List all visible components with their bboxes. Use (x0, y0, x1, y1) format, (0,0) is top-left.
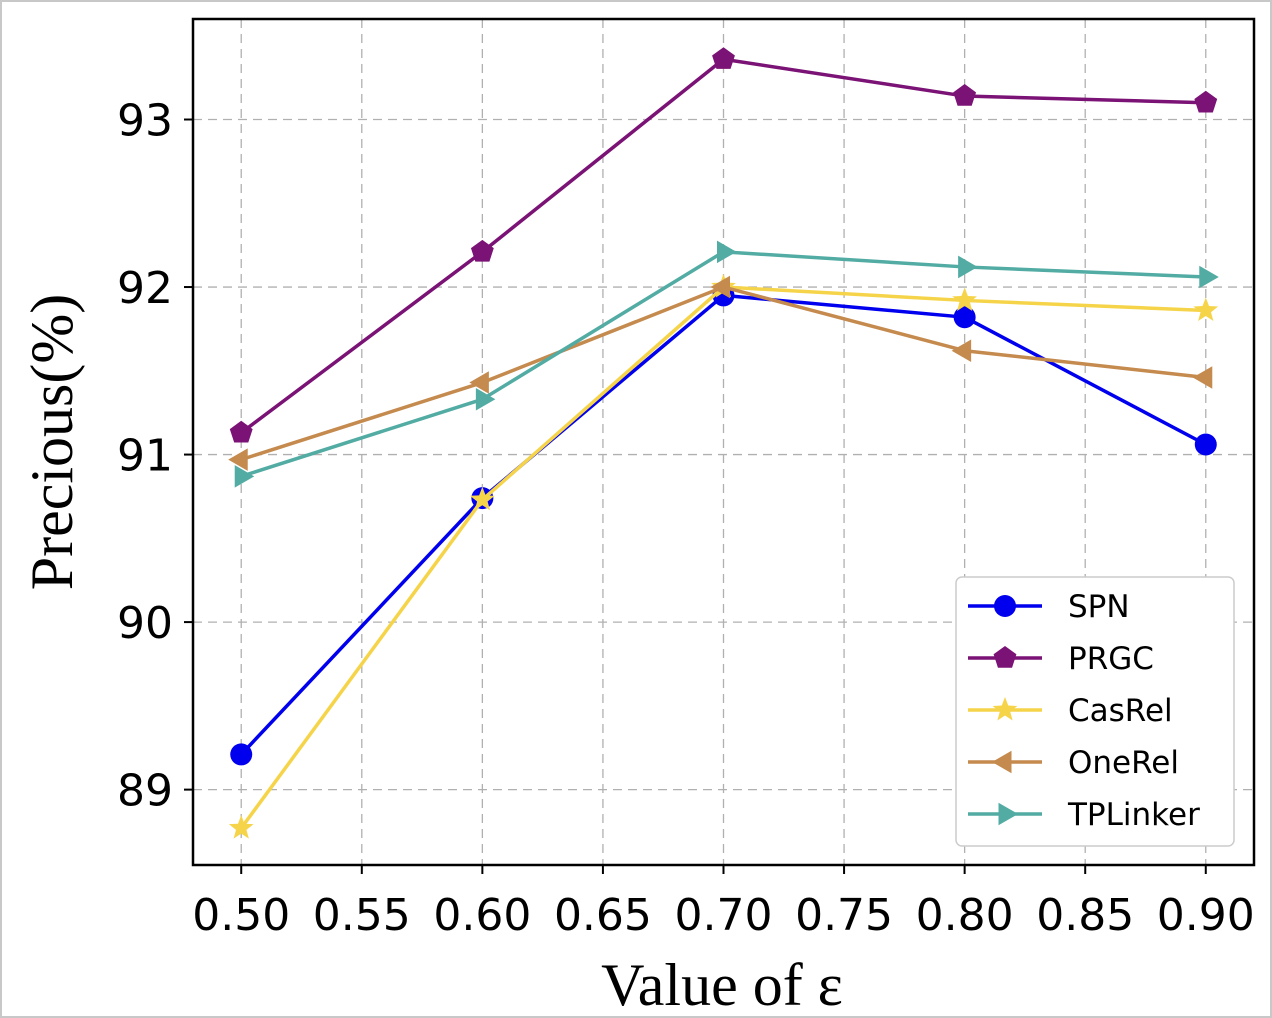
data-point-prgc (229, 420, 253, 443)
data-point-onerel (228, 448, 248, 471)
data-point-casrel (228, 815, 254, 839)
axis-ticks: 0.50 0.55 0.60 0.65 0.70 0.75 0.80 0.85 0.90 89 90… (117, 96, 1255, 941)
x-tick-label: 0.90 (1157, 890, 1255, 941)
y-tick-label: 93 (117, 96, 173, 147)
data-point-spn (1194, 433, 1217, 456)
data-point-tplinker (475, 388, 496, 411)
x-tick-label: 0.50 (192, 890, 290, 941)
legend-label-onerel: OneRel (1068, 745, 1179, 781)
legend: SPN PRGC CasRel OneRel TPLinker (955, 576, 1235, 847)
y-tick-label: 92 (117, 263, 173, 314)
x-tick-label: 0.70 (675, 890, 773, 941)
x-tick-label: 0.60 (433, 890, 531, 941)
data-point-tplinker (717, 240, 737, 264)
x-tick-label: 0.85 (1036, 890, 1134, 941)
data-point-casrel (952, 287, 977, 311)
y-axis-title: Precious(%) (19, 294, 85, 591)
y-tick-label: 91 (117, 431, 173, 482)
data-point-onerel (469, 371, 489, 394)
x-tick-label: 0.80 (916, 890, 1014, 941)
data-point-onerel (710, 275, 730, 299)
x-tick-label: 0.55 (313, 890, 411, 941)
data-point-spn (953, 306, 976, 329)
data-point-prgc (953, 84, 977, 106)
data-point-prgc (1194, 90, 1218, 113)
data-point-casrel (470, 486, 495, 511)
legend-marker-casrel (992, 697, 1018, 721)
legend-label-prgc: PRGC (1068, 641, 1154, 677)
data-point-tplinker (234, 465, 255, 488)
data-point-tplinker (1199, 265, 1219, 289)
data-point-onerel (951, 339, 972, 362)
y-tick-label: 89 (117, 766, 173, 817)
data-point-tplinker (958, 255, 978, 279)
data-point-prgc (712, 47, 735, 69)
series-lines (228, 47, 1219, 839)
data-point-casrel (1193, 297, 1219, 322)
legend-label-spn: SPN (1068, 589, 1130, 625)
data-point-onerel (1192, 366, 1213, 389)
x-axis-title: Value of ε (601, 952, 843, 1018)
legend-box (955, 576, 1235, 847)
legend-marker-tplinker (998, 802, 1018, 826)
data-point-spn (230, 743, 253, 766)
legend-label-tplinker: TPLinker (1067, 797, 1200, 833)
legend-label-casrel: CasRel (1068, 693, 1173, 729)
legend-marker-onerel (992, 750, 1012, 774)
x-tick-label: 0.75 (795, 890, 893, 941)
y-tick-label: 90 (117, 598, 173, 649)
x-tick-label: 0.65 (554, 890, 652, 941)
legend-marker-prgc (993, 646, 1017, 668)
legend-marker-spn (994, 595, 1016, 617)
data-point-prgc (470, 239, 494, 262)
